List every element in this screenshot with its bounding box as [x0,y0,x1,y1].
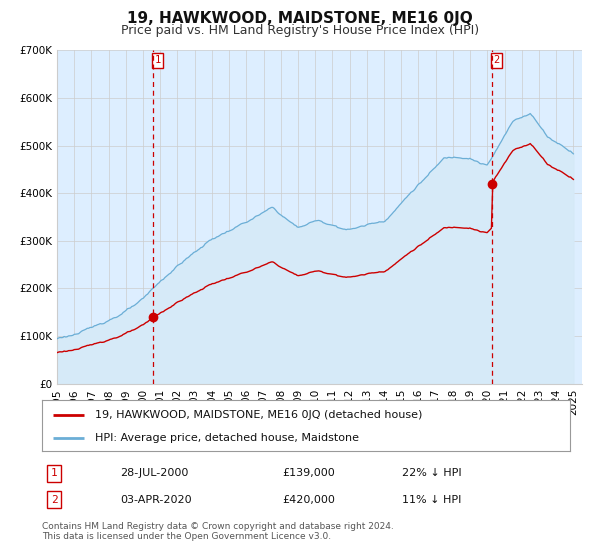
Text: 11% ↓ HPI: 11% ↓ HPI [402,494,461,505]
Text: £420,000: £420,000 [282,494,335,505]
Text: 22% ↓ HPI: 22% ↓ HPI [402,468,461,478]
Text: 19, HAWKWOOD, MAIDSTONE, ME16 0JQ: 19, HAWKWOOD, MAIDSTONE, ME16 0JQ [127,11,473,26]
Text: 2: 2 [493,55,500,66]
Text: 03-APR-2020: 03-APR-2020 [120,494,191,505]
Text: HPI: Average price, detached house, Maidstone: HPI: Average price, detached house, Maid… [95,433,359,443]
Text: 2: 2 [50,494,58,505]
Text: Contains HM Land Registry data © Crown copyright and database right 2024.
This d: Contains HM Land Registry data © Crown c… [42,522,394,542]
Text: 1: 1 [155,55,161,66]
Text: Price paid vs. HM Land Registry's House Price Index (HPI): Price paid vs. HM Land Registry's House … [121,24,479,37]
Text: 19, HAWKWOOD, MAIDSTONE, ME16 0JQ (detached house): 19, HAWKWOOD, MAIDSTONE, ME16 0JQ (detac… [95,409,422,419]
Text: £139,000: £139,000 [282,468,335,478]
Text: 28-JUL-2000: 28-JUL-2000 [120,468,188,478]
Text: 1: 1 [50,468,58,478]
